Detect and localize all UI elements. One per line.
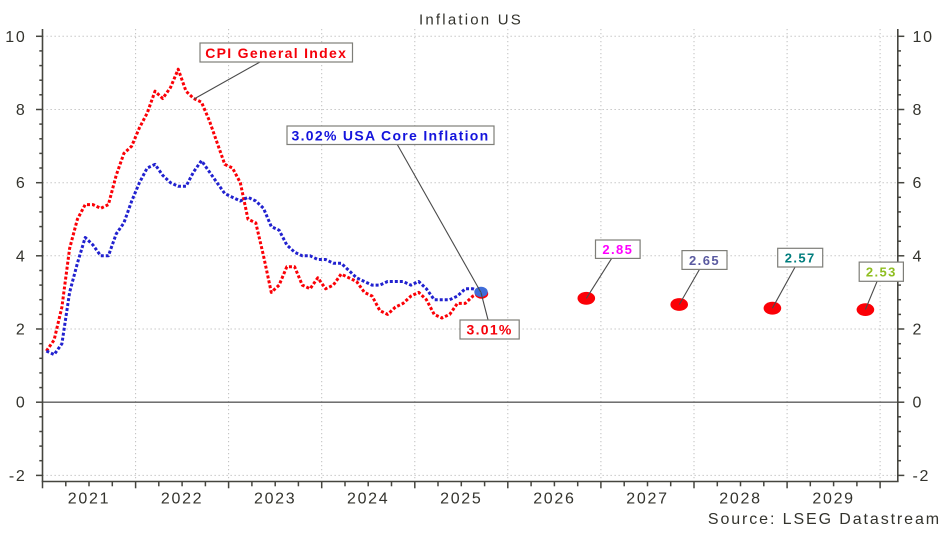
svg-text:2.57: 2.57 bbox=[785, 251, 816, 266]
svg-text:2029: 2029 bbox=[812, 491, 854, 508]
svg-text:6: 6 bbox=[913, 175, 924, 192]
svg-text:2025: 2025 bbox=[440, 491, 482, 508]
svg-text:8: 8 bbox=[16, 102, 27, 119]
svg-text:3.01%: 3.01% bbox=[466, 322, 512, 338]
svg-text:2.65: 2.65 bbox=[689, 253, 720, 268]
svg-text:2023: 2023 bbox=[254, 491, 296, 508]
svg-text:2: 2 bbox=[913, 322, 924, 339]
svg-text:2.85: 2.85 bbox=[602, 242, 633, 257]
svg-text:4: 4 bbox=[913, 248, 924, 265]
svg-text:Inflation US: Inflation US bbox=[419, 12, 523, 29]
svg-text:10: 10 bbox=[913, 29, 934, 46]
svg-text:10: 10 bbox=[5, 29, 26, 46]
svg-text:6: 6 bbox=[16, 175, 27, 192]
svg-text:Source: LSEG Datastream: Source: LSEG Datastream bbox=[708, 511, 940, 528]
svg-text:2021: 2021 bbox=[68, 491, 110, 508]
svg-text:4: 4 bbox=[16, 248, 27, 265]
svg-text:-2: -2 bbox=[913, 468, 931, 485]
svg-text:2024: 2024 bbox=[347, 491, 389, 508]
svg-text:0: 0 bbox=[16, 395, 27, 412]
svg-text:2027: 2027 bbox=[626, 491, 668, 508]
svg-text:-2: -2 bbox=[9, 468, 27, 485]
svg-text:2.53: 2.53 bbox=[866, 265, 897, 280]
svg-text:0: 0 bbox=[913, 395, 924, 412]
svg-text:2022: 2022 bbox=[161, 491, 203, 508]
svg-text:2026: 2026 bbox=[533, 491, 575, 508]
svg-text:3.02% USA Core Inflation: 3.02% USA Core Inflation bbox=[292, 127, 490, 143]
svg-text:CPI General Index: CPI General Index bbox=[205, 45, 347, 61]
svg-text:8: 8 bbox=[913, 102, 924, 119]
svg-text:2028: 2028 bbox=[719, 491, 761, 508]
svg-text:2: 2 bbox=[16, 322, 27, 339]
